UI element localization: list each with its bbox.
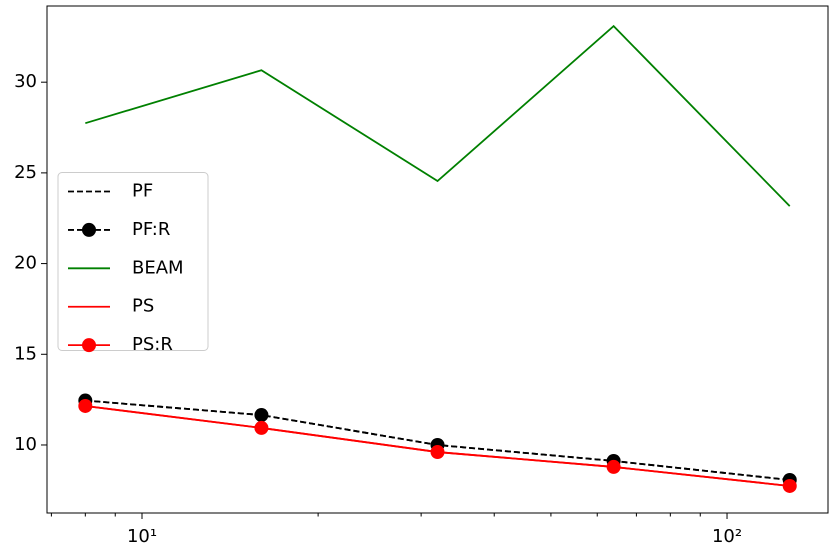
legend-label: PS [132,296,154,317]
x-tick-label: 10² [712,526,742,547]
legend-label: PF [132,181,153,202]
series-marker [254,420,269,435]
series-line [85,24,791,207]
y-tick-label: 25 [14,162,37,183]
legend-marker [82,222,96,237]
series-marker [78,398,93,413]
y-tick-label: 10 [14,434,37,455]
x-tick-label: 10¹ [127,526,157,547]
y-tick-label: 30 [14,71,37,92]
series-marker [606,459,621,474]
legend-marker [82,338,96,353]
series-marker [430,445,445,460]
legend-label: PS:R [132,334,173,355]
y-tick-label: 20 [14,253,37,274]
series-marker [782,478,797,493]
y-tick-label: 15 [14,343,37,364]
legend-label: BEAM [132,257,184,278]
legend-label: PF:R [132,219,170,240]
series-marker [254,408,269,423]
plot-frame [46,5,829,514]
